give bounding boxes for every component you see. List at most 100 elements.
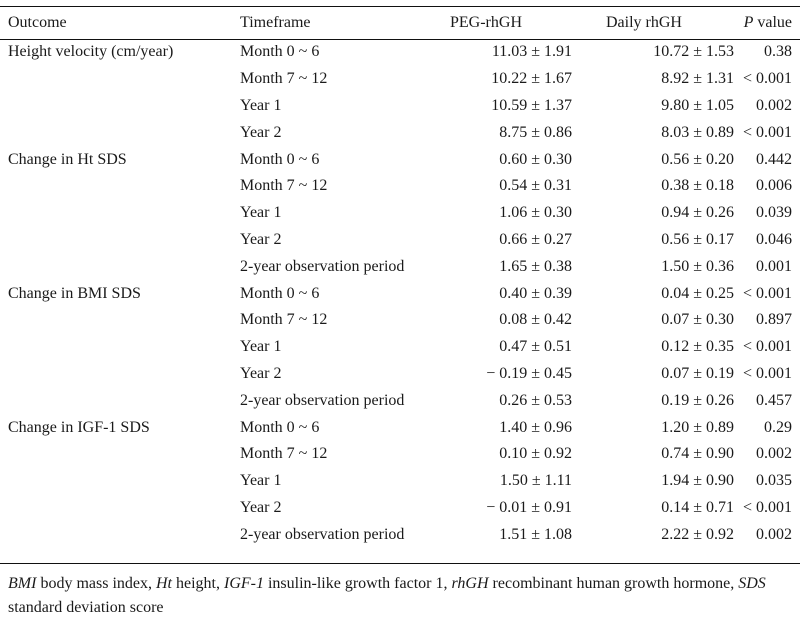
table-header-rule bbox=[0, 39, 800, 40]
cell-timeframe: Month 7 ~ 12 bbox=[240, 445, 328, 463]
cell-outcome bbox=[0, 441, 240, 468]
header-timeframe: Timeframe bbox=[240, 13, 311, 31]
cell-daily-rhgh: 0.74 ± 0.90 bbox=[661, 445, 734, 463]
footnote-abbreviation: IGF-1 bbox=[223, 575, 264, 592]
cell-p-value: < 0.001 bbox=[742, 498, 792, 516]
footnote-abbreviation: rhGH bbox=[451, 575, 489, 592]
cell-p-value: 0.035 bbox=[756, 472, 792, 490]
cell-peg-rhgh: 8.75 ± 0.86 bbox=[499, 123, 572, 141]
cell-peg-rhgh: 1.51 ± 1.08 bbox=[499, 525, 572, 543]
cell-timeframe: Year 1 bbox=[240, 204, 282, 222]
cell-timeframe: 2-year observation period bbox=[240, 257, 405, 275]
cell-timeframe: Year 1 bbox=[240, 96, 282, 114]
cell-peg-rhgh: 10.22 ± 1.67 bbox=[491, 70, 572, 88]
cell-peg-rhgh: 1.06 ± 0.30 bbox=[499, 204, 572, 222]
cell-timeframe: Month 0 ~ 6 bbox=[240, 284, 320, 302]
cell-daily-rhgh: 0.19 ± 0.26 bbox=[661, 391, 734, 409]
footnote-definition: recombinant human growth hormone, bbox=[488, 575, 739, 592]
table-row: Year 2 − 0.01 ± 0.91 0.14 ± 0.71 < 0.001 bbox=[0, 495, 800, 522]
cell-peg-rhgh: 0.40 ± 0.39 bbox=[499, 284, 572, 302]
header-outcome: Outcome bbox=[8, 13, 67, 31]
cell-p-value: 0.29 bbox=[764, 418, 792, 436]
table-row: Change in Ht SDS Month 0 ~ 6 0.60 ± 0.30 0.… bbox=[0, 146, 800, 173]
cell-p-value: 0.442 bbox=[756, 150, 792, 168]
cell-outcome bbox=[0, 66, 240, 93]
table-row: Year 2 8.75 ± 0.86 8.03 ± 0.89 < 0.001 bbox=[0, 119, 800, 146]
cell-daily-rhgh: 9.80 ± 1.05 bbox=[661, 96, 734, 114]
cell-daily-rhgh: 0.56 ± 0.20 bbox=[661, 150, 734, 168]
footnote-definition: body mass index, bbox=[36, 575, 156, 592]
cell-outcome bbox=[0, 253, 240, 280]
cell-daily-rhgh: 1.20 ± 0.89 bbox=[661, 418, 734, 436]
cell-daily-rhgh: 10.72 ± 1.53 bbox=[653, 43, 734, 61]
cell-peg-rhgh: 10.59 ± 1.37 bbox=[491, 96, 572, 114]
table-footnote: BMI body mass index, Ht height, IGF-1 in… bbox=[8, 572, 794, 620]
table-body: Height velocity (cm/year) Month 0 ~ 6 11.0… bbox=[0, 39, 800, 548]
cell-timeframe: Year 1 bbox=[240, 472, 282, 490]
cell-p-value: < 0.001 bbox=[742, 284, 792, 302]
cell-daily-rhgh: 0.07 ± 0.30 bbox=[661, 311, 734, 329]
cell-p-value: < 0.001 bbox=[742, 123, 792, 141]
cell-daily-rhgh: 0.94 ± 0.26 bbox=[661, 204, 734, 222]
cell-daily-rhgh: 0.07 ± 0.19 bbox=[661, 364, 734, 382]
table-row: Month 7 ~ 12 10.22 ± 1.67 8.92 ± 1.31 < 0.0… bbox=[0, 66, 800, 93]
cell-outcome bbox=[0, 227, 240, 254]
cell-outcome bbox=[0, 521, 240, 548]
table-bottom-rule bbox=[0, 563, 800, 564]
cell-p-value: 0.38 bbox=[764, 43, 792, 61]
cell-peg-rhgh: 0.66 ± 0.27 bbox=[499, 230, 572, 248]
cell-outcome: Change in Ht SDS bbox=[8, 150, 127, 168]
cell-outcome bbox=[0, 334, 240, 361]
cell-outcome bbox=[0, 173, 240, 200]
cell-timeframe: Year 2 bbox=[240, 364, 282, 382]
table-top-rule bbox=[0, 6, 800, 7]
cell-peg-rhgh: 1.65 ± 0.38 bbox=[499, 257, 572, 275]
header-p-rest: value bbox=[753, 13, 792, 31]
cell-outcome: Height velocity (cm/year) bbox=[8, 43, 174, 61]
cell-p-value: < 0.001 bbox=[742, 338, 792, 356]
cell-outcome: Change in BMI SDS bbox=[8, 284, 141, 302]
footnote-abbreviation: Ht bbox=[155, 575, 172, 592]
cell-peg-rhgh: 0.60 ± 0.30 bbox=[499, 150, 572, 168]
table-row: Month 7 ~ 12 0.08 ± 0.42 0.07 ± 0.30 0.897 bbox=[0, 307, 800, 334]
cell-timeframe: Year 2 bbox=[240, 123, 282, 141]
header-p-italic: P bbox=[743, 13, 754, 31]
cell-p-value: 0.001 bbox=[756, 257, 792, 275]
cell-timeframe: Month 0 ~ 6 bbox=[240, 43, 320, 61]
table-row: Height velocity (cm/year) Month 0 ~ 6 11.0… bbox=[0, 39, 800, 66]
cell-peg-rhgh: − 0.01 ± 0.91 bbox=[486, 498, 572, 516]
cell-p-value: 0.897 bbox=[756, 311, 792, 329]
cell-peg-rhgh: 0.08 ± 0.42 bbox=[499, 311, 572, 329]
table-row: Year 2 − 0.19 ± 0.45 0.07 ± 0.19 < 0.001 bbox=[0, 361, 800, 388]
footnote-abbreviation: BMI bbox=[8, 575, 37, 592]
cell-p-value: 0.457 bbox=[756, 391, 792, 409]
cell-peg-rhgh: 0.10 ± 0.92 bbox=[499, 445, 572, 463]
table-header: Outcome Timeframe PEG-rhGH Daily rhGH P … bbox=[0, 6, 800, 39]
cell-p-value: 0.006 bbox=[756, 177, 792, 195]
header-daily-rhgh: Daily rhGH bbox=[606, 13, 682, 31]
cell-peg-rhgh: 11.03 ± 1.91 bbox=[491, 43, 572, 61]
cell-p-value: 0.039 bbox=[756, 204, 792, 222]
cell-timeframe: Month 7 ~ 12 bbox=[240, 177, 328, 195]
results-table: Outcome Timeframe PEG-rhGH Daily rhGH P … bbox=[0, 6, 800, 548]
cell-outcome: Change in IGF-1 SDS bbox=[8, 418, 150, 436]
cell-daily-rhgh: 8.92 ± 1.31 bbox=[661, 70, 734, 88]
cell-peg-rhgh: 1.50 ± 1.11 bbox=[499, 472, 572, 490]
cell-timeframe: 2-year observation period bbox=[240, 525, 405, 543]
cell-p-value: 0.046 bbox=[756, 230, 792, 248]
footnote-definition: standard deviation score bbox=[8, 599, 164, 616]
cell-outcome bbox=[0, 119, 240, 146]
cell-outcome bbox=[0, 468, 240, 495]
table-row: Year 1 1.06 ± 0.30 0.94 ± 0.26 0.039 bbox=[0, 200, 800, 227]
cell-outcome bbox=[0, 495, 240, 522]
table-row: 2-year observation period 0.26 ± 0.53 0.19… bbox=[0, 387, 800, 414]
table-row: Change in IGF-1 SDS Month 0 ~ 6 1.40 ± 0.9… bbox=[0, 414, 800, 441]
table-row: Month 7 ~ 12 0.54 ± 0.31 0.38 ± 0.18 0.006 bbox=[0, 173, 800, 200]
cell-timeframe: Year 1 bbox=[240, 338, 282, 356]
cell-daily-rhgh: 1.94 ± 0.90 bbox=[661, 472, 734, 490]
table-row: Change in BMI SDS Month 0 ~ 6 0.40 ± 0.39 0… bbox=[0, 280, 800, 307]
cell-daily-rhgh: 0.04 ± 0.25 bbox=[661, 284, 734, 302]
cell-daily-rhgh: 8.03 ± 0.89 bbox=[661, 123, 734, 141]
table-row: 2-year observation period 1.51 ± 1.08 2.22… bbox=[0, 521, 800, 548]
header-peg-rhgh: PEG-rhGH bbox=[450, 13, 522, 31]
